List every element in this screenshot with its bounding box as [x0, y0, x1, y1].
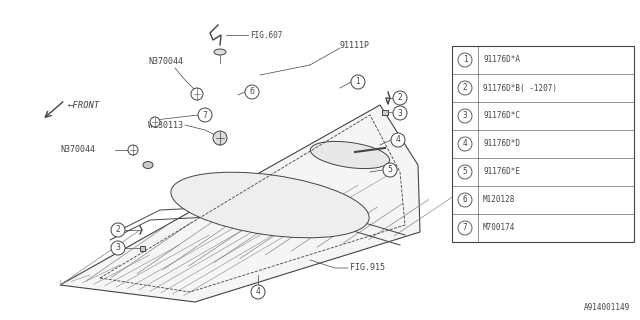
Circle shape	[391, 133, 405, 147]
Text: 2: 2	[463, 84, 467, 92]
Text: 91176D*D: 91176D*D	[483, 140, 520, 148]
Text: FIG.607: FIG.607	[250, 30, 282, 39]
Circle shape	[458, 109, 472, 123]
Circle shape	[458, 53, 472, 67]
Text: 91176D*C: 91176D*C	[483, 111, 520, 121]
Text: 2: 2	[397, 93, 403, 102]
Text: 2: 2	[116, 226, 120, 235]
Circle shape	[351, 75, 365, 89]
Bar	[452, 46, 634, 242]
Text: FIG.915: FIG.915	[350, 263, 385, 273]
Circle shape	[198, 108, 212, 122]
Text: 7: 7	[203, 110, 207, 119]
Circle shape	[458, 193, 472, 207]
Circle shape	[150, 117, 160, 127]
Text: A914001149: A914001149	[584, 303, 630, 312]
Text: 5: 5	[388, 165, 392, 174]
Text: W130113: W130113	[148, 121, 183, 130]
Text: 91176D*A: 91176D*A	[483, 55, 520, 65]
Circle shape	[128, 145, 138, 155]
Text: 1: 1	[356, 77, 360, 86]
Ellipse shape	[171, 172, 369, 238]
Text: 91176D*E: 91176D*E	[483, 167, 520, 177]
Text: 91111P: 91111P	[340, 41, 370, 50]
Circle shape	[111, 241, 125, 255]
Circle shape	[458, 165, 472, 179]
Circle shape	[213, 131, 227, 145]
Text: 7: 7	[463, 223, 467, 233]
Ellipse shape	[214, 49, 226, 55]
Circle shape	[245, 85, 259, 99]
Circle shape	[458, 81, 472, 95]
Text: 6: 6	[463, 196, 467, 204]
Text: 5: 5	[463, 167, 467, 177]
Text: 3: 3	[463, 111, 467, 121]
Bar	[382, 110, 388, 115]
Text: M700174: M700174	[483, 223, 515, 233]
Circle shape	[191, 88, 203, 100]
Text: 4: 4	[396, 135, 401, 145]
Circle shape	[458, 137, 472, 151]
Ellipse shape	[310, 141, 390, 169]
Circle shape	[393, 91, 407, 105]
Circle shape	[383, 163, 397, 177]
Circle shape	[458, 221, 472, 235]
Text: ←FRONT: ←FRONT	[68, 100, 100, 109]
Text: 4: 4	[255, 287, 260, 297]
Text: 3: 3	[397, 108, 403, 117]
Bar	[140, 246, 145, 251]
Text: 4: 4	[463, 140, 467, 148]
Text: 6: 6	[250, 87, 255, 97]
Polygon shape	[60, 105, 420, 302]
Text: 91176D*B( -1207): 91176D*B( -1207)	[483, 84, 557, 92]
Text: N370044: N370044	[148, 58, 183, 67]
Circle shape	[393, 106, 407, 120]
Text: 1: 1	[463, 55, 467, 65]
Ellipse shape	[143, 162, 153, 169]
Text: M120128: M120128	[483, 196, 515, 204]
Text: 3: 3	[116, 244, 120, 252]
Circle shape	[251, 285, 265, 299]
Text: N370044: N370044	[60, 146, 95, 155]
Circle shape	[111, 223, 125, 237]
